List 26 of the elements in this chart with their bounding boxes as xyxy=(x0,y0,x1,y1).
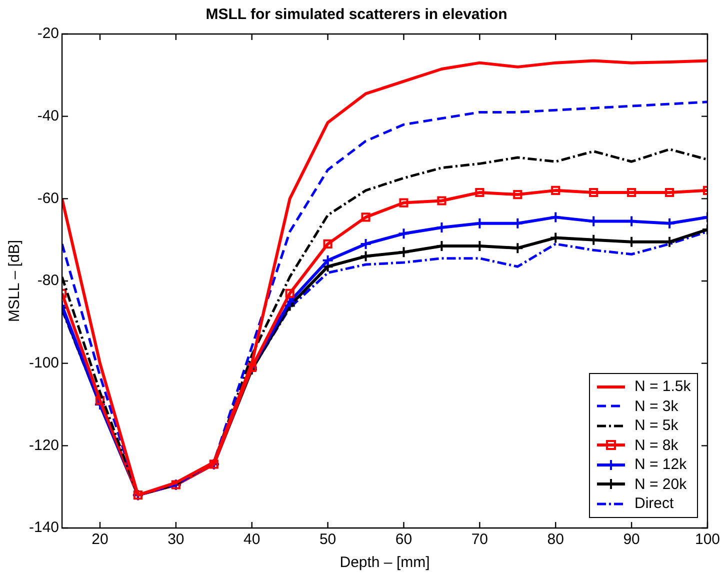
legend-label: N = 3k xyxy=(634,396,678,416)
chart-title: MSLL for simulated scatterers in elevation xyxy=(206,6,508,24)
x-tick-label: 80 xyxy=(547,531,564,548)
legend-label: N = 5k xyxy=(634,416,678,436)
legend-label: Direct xyxy=(634,494,674,514)
legend-label: N = 8k xyxy=(634,436,678,455)
y-tick-label: -120 xyxy=(28,436,60,454)
y-tick-label: -80 xyxy=(37,272,60,290)
legend-label: N = 12k xyxy=(634,455,687,474)
x-tick-label: 70 xyxy=(471,531,488,548)
x-axis-title: Depth – [mm] xyxy=(340,554,430,572)
y-tick-label: -40 xyxy=(37,107,60,124)
x-tick-label: 40 xyxy=(244,531,260,548)
x-tick-label: 60 xyxy=(395,531,412,548)
y-tick-label: -140 xyxy=(28,519,60,536)
y-tick-label: -100 xyxy=(28,354,60,372)
x-tick-label: 100 xyxy=(694,531,720,548)
y-axis-title: MSLL – [dB] xyxy=(6,240,24,322)
y-tick-label: -20 xyxy=(37,25,60,42)
x-tick-label: 30 xyxy=(168,531,184,548)
x-tick-label: 20 xyxy=(92,531,108,548)
legend-label: N = 20k xyxy=(634,474,687,494)
y-tick-label: -60 xyxy=(37,190,60,207)
legend-label: N = 1.5k xyxy=(634,377,691,396)
x-tick-label: 50 xyxy=(319,531,336,548)
x-tick-label: 90 xyxy=(623,531,640,548)
